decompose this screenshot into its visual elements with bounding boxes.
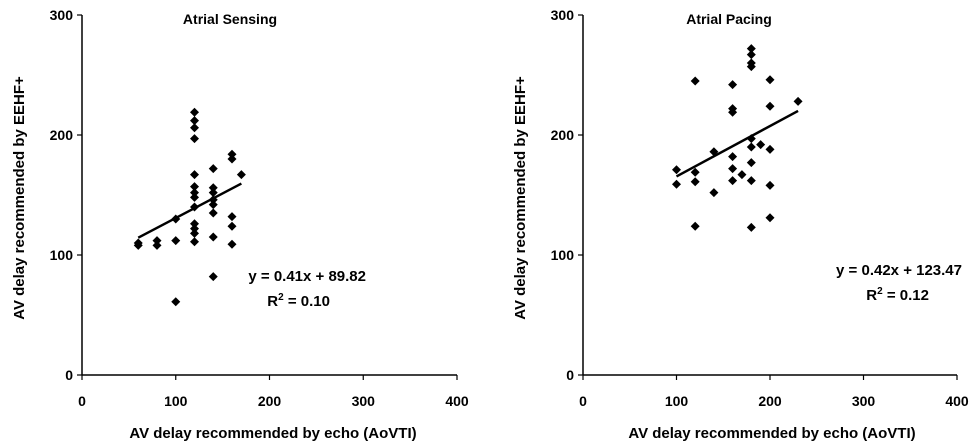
data-point (190, 134, 199, 144)
y-tick-label: 200 (50, 127, 74, 143)
y-tick-label: 0 (65, 367, 73, 383)
r-squared-label: R2 = 0.10 (267, 292, 330, 310)
data-point (756, 140, 766, 150)
data-point (690, 167, 700, 177)
data-point (765, 101, 775, 111)
data-point (227, 239, 237, 249)
data-point (171, 214, 181, 224)
data-point (236, 170, 246, 180)
trendline-equation: y = 0.41x + 89.82 (248, 268, 366, 285)
data-point (728, 176, 738, 186)
data-point (171, 236, 181, 246)
trendline (675, 109, 799, 178)
data-point (190, 107, 199, 117)
y-tick-label: 0 (566, 367, 574, 383)
data-point (765, 180, 775, 190)
data-point (171, 297, 181, 307)
y-axis-title: AV delay recommended by EEHF+ (512, 76, 529, 320)
data-point (190, 123, 199, 133)
x-tick-label: 0 (579, 393, 587, 409)
data-point (152, 236, 162, 246)
chart-title: Atrial Pacing (686, 11, 772, 27)
r-squared-label: R2 = 0.12 (866, 286, 929, 304)
data-point (746, 134, 756, 144)
data-point (728, 164, 738, 174)
x-tick-label: 0 (78, 393, 86, 409)
y-tick-label: 100 (551, 247, 575, 263)
chart-title: Atrial Sensing (183, 11, 277, 27)
data-point (765, 144, 775, 154)
data-point (208, 272, 218, 282)
chart-atrial-pacing: Atrial Pacing AV delay recommended by EE… (512, 7, 969, 442)
data-point (190, 228, 199, 238)
x-tick-label: 400 (445, 393, 469, 409)
x-axis-title: AV delay recommended by echo (AoVTI) (628, 425, 915, 442)
y-tick-label: 300 (50, 7, 74, 23)
y-tick-label: 100 (50, 247, 74, 263)
data-point (227, 221, 237, 231)
data-point (190, 188, 199, 198)
plot-area: 0 100 200 300 0 100 200 300 400 (50, 7, 469, 409)
plot-area: 0 100 200 300 0 100 200 300 400 (551, 7, 969, 409)
y-axis-title: AV delay recommended by EEHF+ (11, 76, 28, 320)
data-point (746, 176, 756, 186)
data-point (208, 232, 218, 242)
data-point (227, 149, 237, 159)
x-tick-label: 200 (258, 393, 282, 409)
data-point (690, 221, 700, 231)
data-point (746, 142, 756, 152)
data-point (672, 179, 681, 189)
data-point (190, 182, 199, 192)
x-tick-label: 300 (852, 393, 876, 409)
x-axis-title: AV delay recommended by echo (AoVTI) (129, 425, 416, 442)
x-tick-label: 300 (352, 393, 376, 409)
x-tick-label: 400 (945, 393, 969, 409)
data-point (728, 104, 738, 114)
x-tick-label: 200 (758, 393, 782, 409)
data-point (190, 202, 199, 212)
data-point (737, 170, 747, 180)
data-point (133, 238, 143, 248)
y-tick-label: 300 (551, 7, 575, 23)
data-point (690, 177, 700, 187)
data-point (190, 170, 199, 180)
data-point (190, 192, 199, 202)
data-point (746, 44, 756, 54)
data-point (672, 165, 681, 175)
chart-atrial-sensing: Atrial Sensing AV delay recommended by E… (11, 7, 469, 442)
trendline (137, 182, 242, 239)
trendline-equation: y = 0.42x + 123.47 (836, 262, 962, 279)
x-tick-label: 100 (164, 393, 188, 409)
data-point (746, 222, 756, 232)
data-point (190, 116, 199, 126)
data-point (746, 58, 756, 68)
data-point (765, 75, 775, 85)
data-point (709, 188, 719, 198)
data-point (208, 200, 218, 210)
data-point (765, 213, 775, 223)
data-point (208, 208, 218, 218)
x-tick-label: 100 (665, 393, 689, 409)
data-point (227, 154, 237, 164)
data-point (190, 219, 199, 229)
data-point (709, 147, 719, 157)
data-point (208, 188, 218, 198)
data-point (746, 50, 756, 60)
data-point (208, 183, 218, 193)
data-point (690, 76, 700, 86)
data-point (208, 195, 218, 205)
data-point (746, 158, 756, 168)
data-point (227, 212, 237, 222)
data-point (728, 152, 738, 162)
data-point (208, 164, 218, 174)
data-point (152, 240, 162, 250)
y-tick-label: 200 (551, 127, 575, 143)
data-point (793, 96, 803, 106)
data-point (190, 224, 199, 234)
data-point (728, 80, 738, 90)
data-point (190, 237, 199, 247)
